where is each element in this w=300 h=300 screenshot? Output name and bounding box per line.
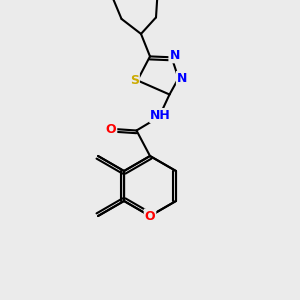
Text: N: N — [169, 49, 180, 62]
Text: NH: NH — [150, 109, 171, 122]
Text: N: N — [177, 72, 187, 85]
Text: O: O — [106, 122, 116, 136]
Text: O: O — [145, 209, 155, 223]
Text: S: S — [130, 74, 139, 87]
